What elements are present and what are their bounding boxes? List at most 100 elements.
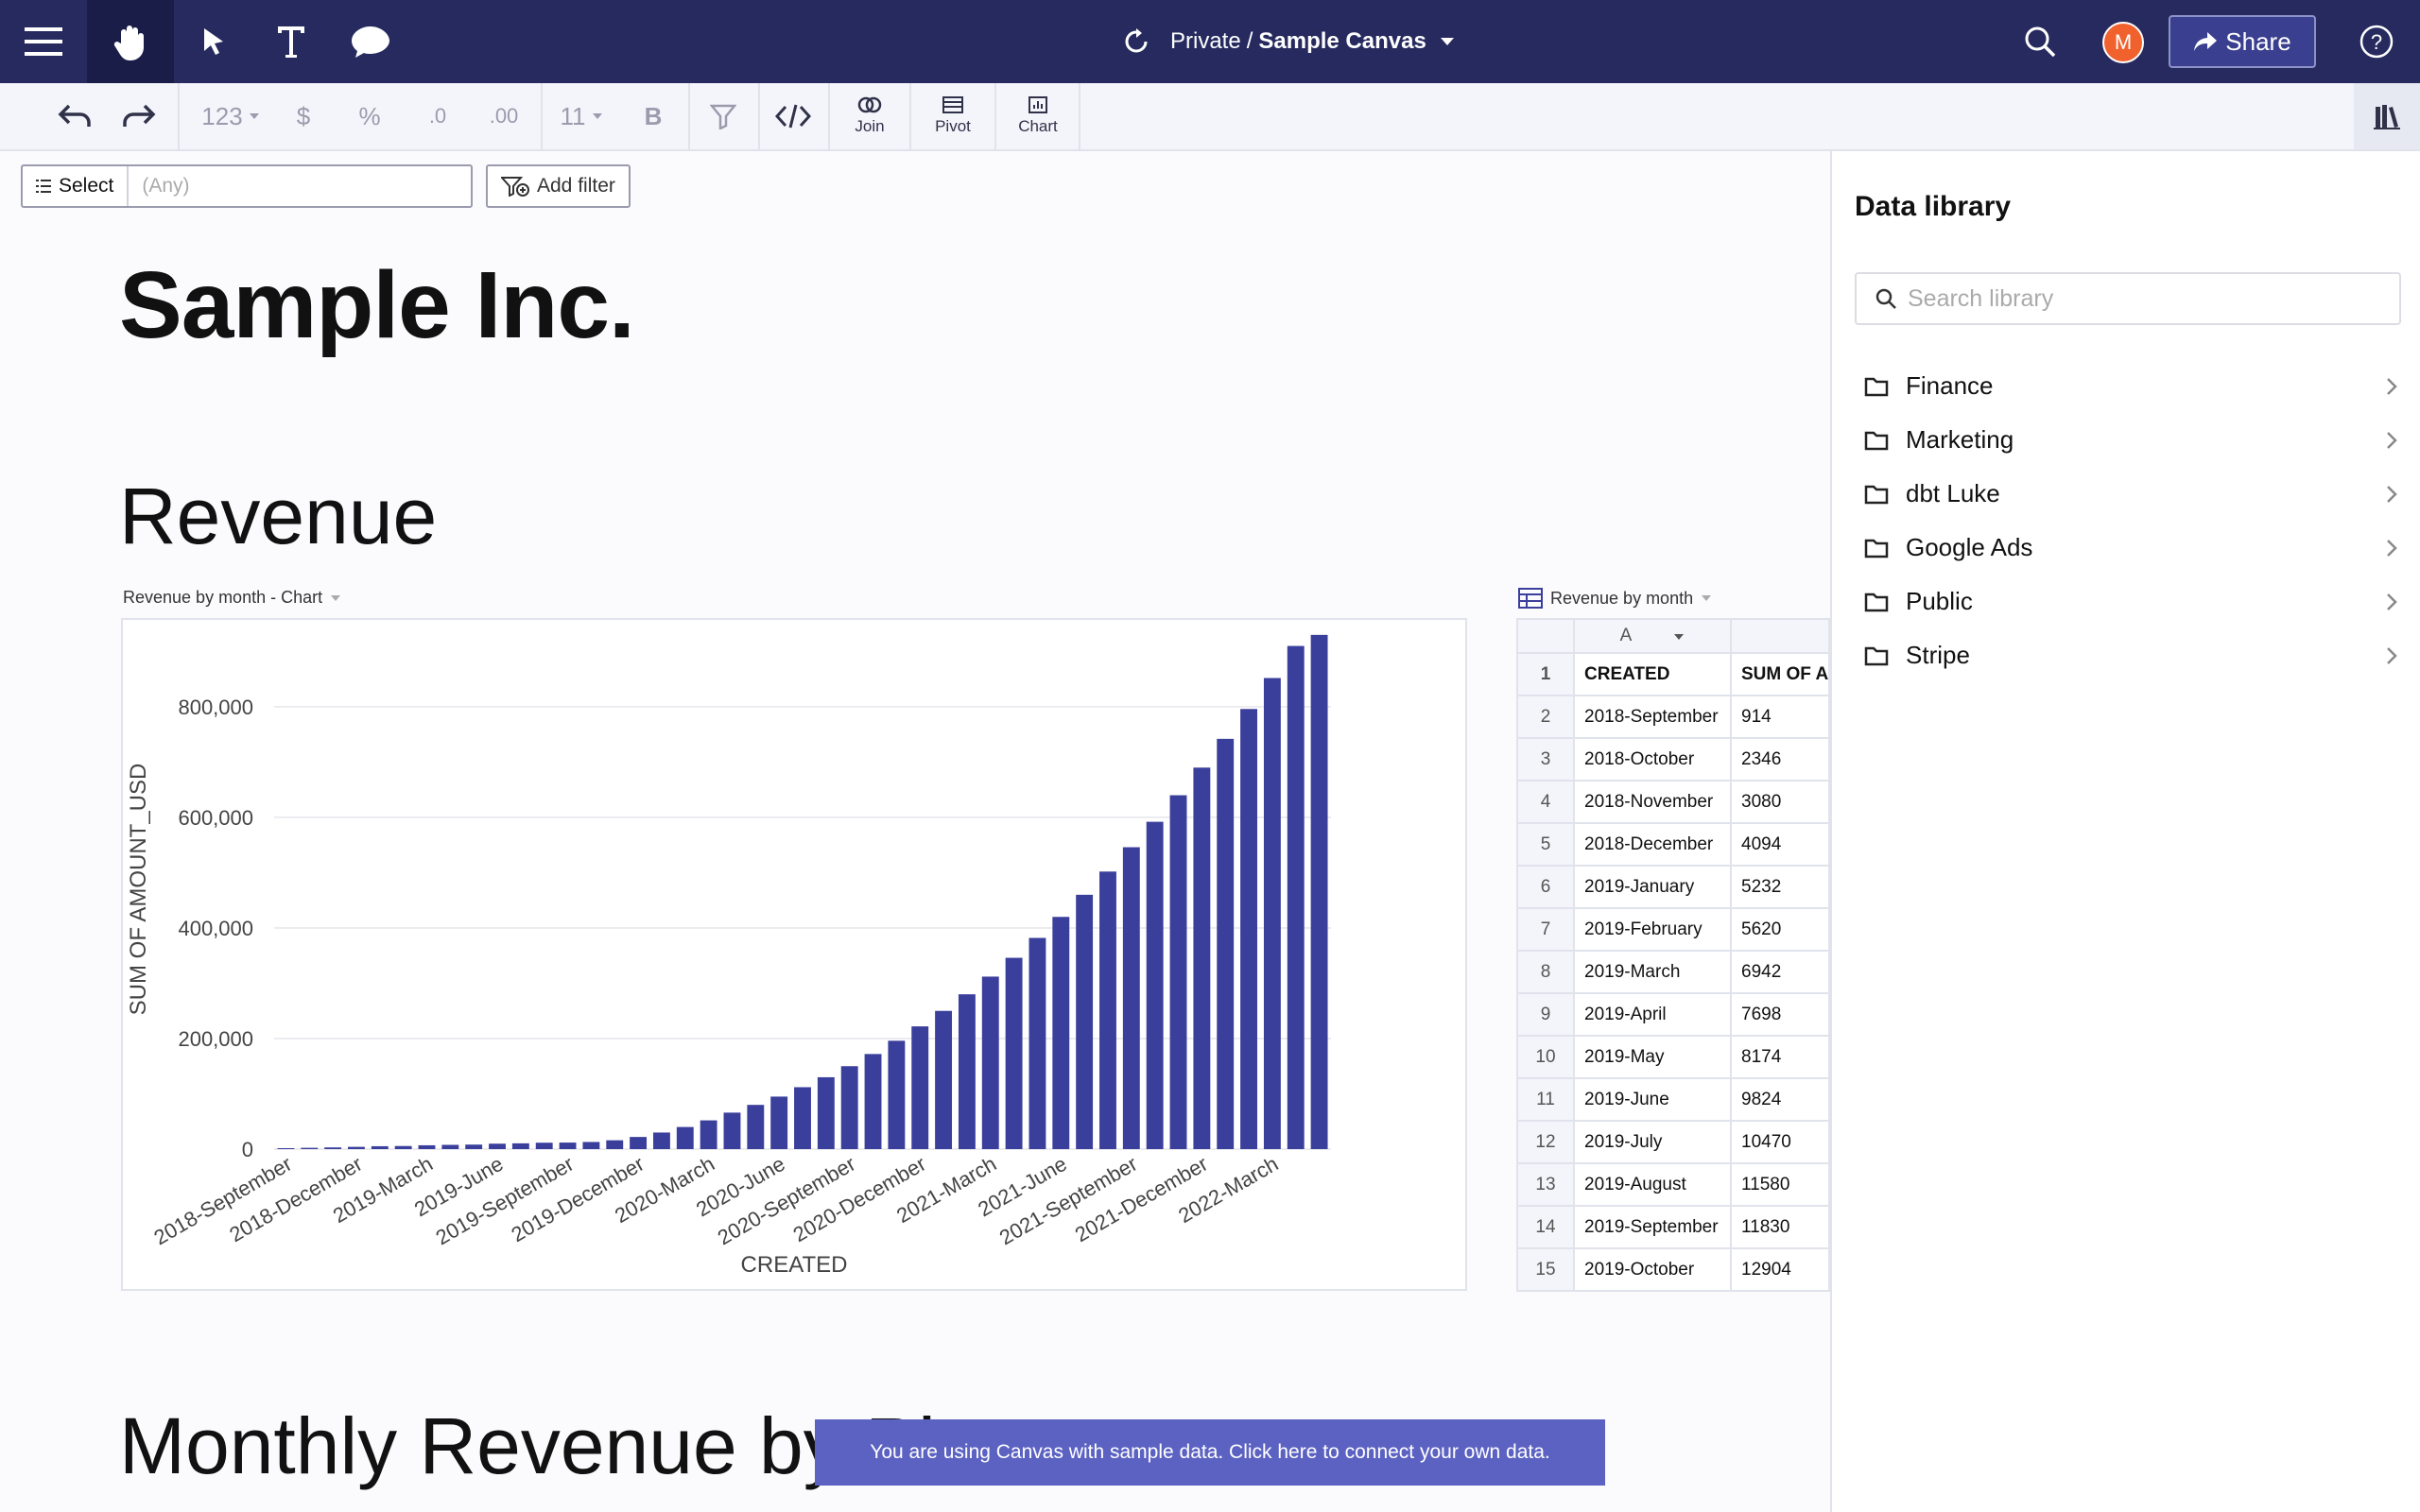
row-number[interactable]: 1 <box>1516 652 1575 696</box>
font-size-button[interactable]: 11 <box>548 83 614 149</box>
join-button[interactable]: Join <box>836 83 904 149</box>
avatar[interactable]: M <box>2102 22 2144 63</box>
cell-sum[interactable]: 8174 <box>1730 1035 1830 1079</box>
increase-decimal-button[interactable]: .00 <box>489 104 519 128</box>
comment-tool-button[interactable] <box>327 0 414 83</box>
chart-button[interactable]: Chart <box>1002 83 1074 149</box>
column-header-a[interactable]: A <box>1573 618 1732 654</box>
cell-sum[interactable]: 5232 <box>1730 865 1830 909</box>
cell-sum[interactable]: 10470 <box>1730 1120 1830 1164</box>
cell-created[interactable]: 2019-June <box>1573 1077 1732 1122</box>
caret-down-icon[interactable] <box>1673 633 1685 641</box>
currency-button[interactable]: $ <box>296 101 311 130</box>
library-folder-finance[interactable]: Finance <box>1855 359 2403 413</box>
row-number[interactable]: 14 <box>1516 1205 1575 1249</box>
cell-created[interactable]: 2019-March <box>1573 950 1732 994</box>
chevron-right-icon[interactable] <box>2386 539 2397 558</box>
library-search[interactable] <box>1855 272 2401 325</box>
chart-title[interactable]: Revenue by month - Chart <box>123 588 341 608</box>
revenue-chart[interactable]: 0 200,000 400,000 600,000 800,000 2018-Septem… <box>121 618 1467 1291</box>
revenue-table[interactable]: A 1 CREATED SUM OF AMOUNT_USD 22018-Sept… <box>1516 618 1830 1292</box>
select-tool-button[interactable] <box>170 0 257 83</box>
library-toggle-button[interactable] <box>2354 83 2420 149</box>
cell-created[interactable]: 2018-October <box>1573 737 1732 782</box>
company-title[interactable]: Sample Inc. <box>119 252 635 358</box>
hand-tool-button[interactable] <box>87 0 174 83</box>
cell-sum[interactable]: 12904 <box>1730 1247 1830 1292</box>
section-heading-revenue[interactable]: Revenue <box>119 472 438 560</box>
add-filter-button[interactable]: Add filter <box>486 164 631 208</box>
bold-button[interactable]: B <box>644 101 663 130</box>
chevron-right-icon[interactable] <box>2386 593 2397 611</box>
row-number[interactable]: 3 <box>1516 737 1575 782</box>
refresh-icon[interactable] <box>1123 28 1150 55</box>
search-button[interactable] <box>1996 0 2083 83</box>
row-number[interactable]: 6 <box>1516 865 1575 909</box>
library-folder-marketing[interactable]: Marketing <box>1855 413 2403 467</box>
chevron-right-icon[interactable] <box>2386 485 2397 504</box>
code-button[interactable] <box>766 83 821 149</box>
cell-sum[interactable]: 3080 <box>1730 780 1830 824</box>
cell-created[interactable]: 2019-April <box>1573 992 1732 1037</box>
row-number[interactable]: 8 <box>1516 950 1575 994</box>
cell-created[interactable]: 2018-November <box>1573 780 1732 824</box>
select-filter-value[interactable]: (Any) <box>142 175 190 197</box>
select-filter[interactable]: Select (Any) <box>21 164 473 208</box>
redo-button[interactable] <box>115 83 163 149</box>
row-number[interactable]: 2 <box>1516 695 1575 739</box>
column-header-b[interactable] <box>1730 618 1830 654</box>
chevron-right-icon[interactable] <box>2386 431 2397 450</box>
cell-created[interactable]: 2018-December <box>1573 822 1732 867</box>
caret-down-icon[interactable] <box>1440 37 1455 46</box>
cell-created[interactable]: 2018-September <box>1573 695 1732 739</box>
section-heading-monthly-revenue[interactable]: Monthly Revenue by Pl <box>119 1401 936 1490</box>
breadcrumb-root[interactable]: Private <box>1170 28 1241 54</box>
caret-down-icon[interactable] <box>1701 594 1712 602</box>
cell-sum[interactable]: 11830 <box>1730 1205 1830 1249</box>
cell-sum[interactable]: 11580 <box>1730 1162 1830 1207</box>
cell-sum[interactable]: 4094 <box>1730 822 1830 867</box>
menu-button[interactable] <box>0 0 87 83</box>
percent-button[interactable]: % <box>358 101 381 130</box>
help-button[interactable]: ? <box>2333 0 2420 83</box>
cell-sum[interactable]: 9824 <box>1730 1077 1830 1122</box>
header-cell[interactable]: SUM OF AMOUNT_USD <box>1730 652 1830 696</box>
cell-sum[interactable]: 5620 <box>1730 907 1830 952</box>
chevron-right-icon[interactable] <box>2386 377 2397 396</box>
row-number[interactable]: 7 <box>1516 907 1575 952</box>
row-number[interactable]: 12 <box>1516 1120 1575 1164</box>
canvas-breadcrumb[interactable]: Private / Sample Canvas <box>1123 0 1455 83</box>
decrease-decimal-button[interactable]: .0 <box>428 104 447 128</box>
row-number[interactable]: 10 <box>1516 1035 1575 1079</box>
cell-created[interactable]: 2019-September <box>1573 1205 1732 1249</box>
row-number[interactable]: 9 <box>1516 992 1575 1037</box>
library-folder-stripe[interactable]: Stripe <box>1855 628 2403 682</box>
row-number[interactable]: 4 <box>1516 780 1575 824</box>
sample-data-banner[interactable]: You are using Canvas with sample data. C… <box>815 1419 1605 1486</box>
cell-sum[interactable]: 2346 <box>1730 737 1830 782</box>
row-number[interactable]: 5 <box>1516 822 1575 867</box>
share-button[interactable]: Share <box>2169 15 2316 68</box>
cell-created[interactable]: 2019-July <box>1573 1120 1732 1164</box>
cell-sum[interactable]: 914 <box>1730 695 1830 739</box>
header-cell[interactable]: CREATED <box>1573 652 1732 696</box>
table-title[interactable]: Revenue by month <box>1518 588 1712 609</box>
cell-created[interactable]: 2019-October <box>1573 1247 1732 1292</box>
undo-button[interactable] <box>51 83 98 149</box>
cell-created[interactable]: 2019-May <box>1573 1035 1732 1079</box>
cell-created[interactable]: 2019-August <box>1573 1162 1732 1207</box>
cell-sum[interactable]: 7698 <box>1730 992 1830 1037</box>
canvas-name[interactable]: Sample Canvas <box>1258 28 1426 54</box>
cell-sum[interactable]: 6942 <box>1730 950 1830 994</box>
row-number[interactable]: 13 <box>1516 1162 1575 1207</box>
library-folder-public[interactable]: Public <box>1855 575 2403 628</box>
caret-down-icon[interactable] <box>330 594 341 602</box>
cell-created[interactable]: 2019-February <box>1573 907 1732 952</box>
library-folder-dbt-luke[interactable]: dbt Luke <box>1855 467 2403 521</box>
filter-button[interactable] <box>696 83 751 149</box>
library-search-input[interactable] <box>1908 284 2361 313</box>
canvas-area[interactable]: Select (Any) Add filter Sample Inc. Reve… <box>0 151 1830 1512</box>
number-format-button[interactable]: 123 <box>185 83 276 149</box>
pivot-button[interactable]: Pivot <box>917 83 989 149</box>
corner-cell[interactable] <box>1516 618 1575 654</box>
